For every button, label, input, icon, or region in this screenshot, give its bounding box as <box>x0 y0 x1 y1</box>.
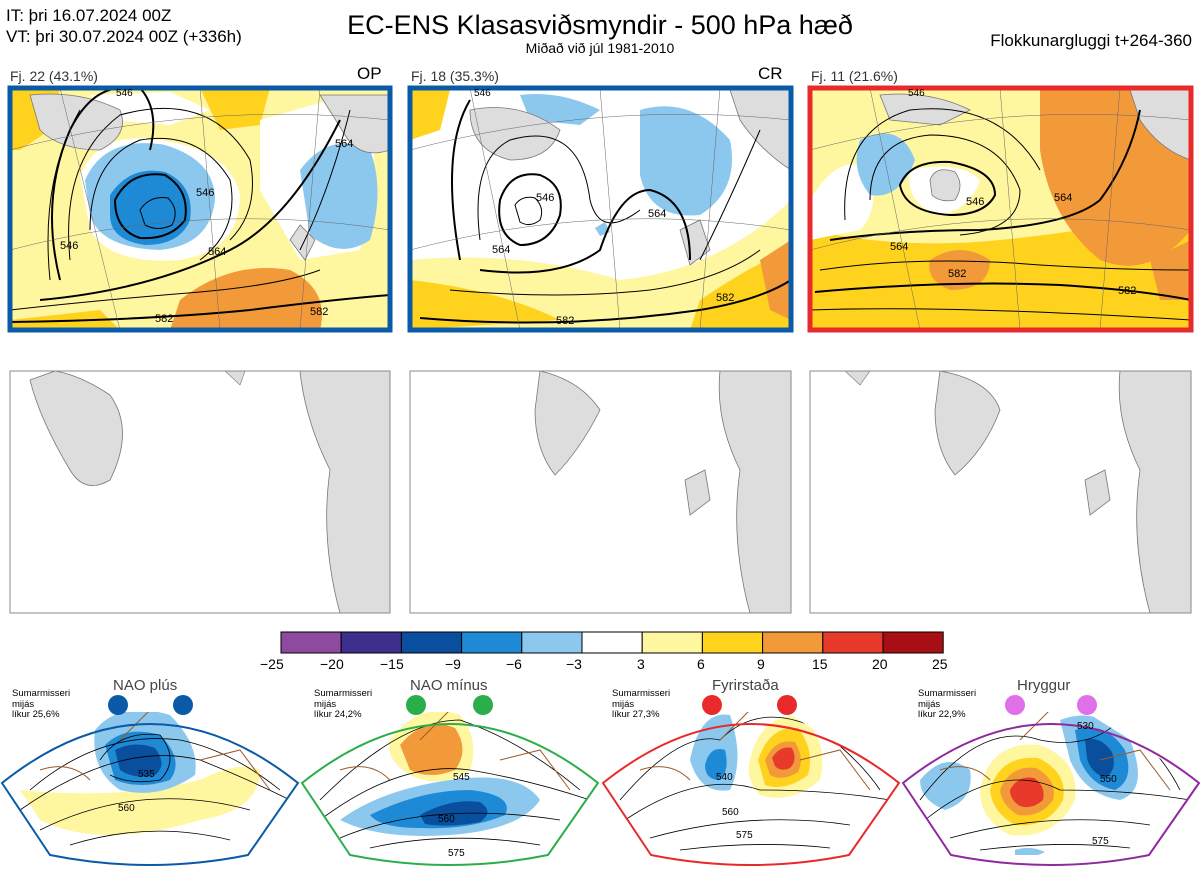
regime-3-name: Fyrirstaða <box>712 677 779 694</box>
init-time: IT: þri 16.07.2024 00Z <box>6 6 172 25</box>
classification-window: Flokkunargluggi t+264-360 <box>990 31 1192 50</box>
colorbar-swatch <box>701 631 764 654</box>
regime-1-outline <box>0 723 300 866</box>
page-title: EC-ENS Klasasviðsmyndir - 500 hPa hæð <box>347 10 853 40</box>
regime-2-note: Sumarmisseri mijás líkur 24,2% <box>314 688 373 720</box>
regime-contour-label: 535 <box>138 769 155 780</box>
regime-3-dot-right <box>777 695 797 715</box>
colorbar-tick: 20 <box>872 656 888 672</box>
regime-4-outline <box>901 723 1200 866</box>
colorbar <box>280 631 944 654</box>
empty-map-1 <box>10 371 390 613</box>
contour-label: 546 <box>966 196 985 208</box>
cluster-3-label: Fj. 11 (21.6%) <box>811 68 898 84</box>
regime-ridge-map <box>901 695 1200 866</box>
contour-label: 582 <box>716 292 735 304</box>
colorbar-tick: 9 <box>757 656 765 672</box>
header-times: IT: þri 16.07.2024 00Z VT: þri 30.07.202… <box>6 5 242 47</box>
cluster-2-map <box>410 88 791 330</box>
empty-map-3 <box>810 371 1191 613</box>
regime-contour-label: 560 <box>118 803 135 814</box>
contour-label: 582 <box>556 315 575 327</box>
regime-3-outline <box>601 723 901 866</box>
colorbar-tick: −15 <box>380 656 404 672</box>
regime-4-note: Sumarmisseri mijás líkur 22,9% <box>918 688 977 720</box>
contour-label: 546 <box>196 187 215 199</box>
contour-label: 546 <box>536 192 555 204</box>
regime-nao-minus-map <box>300 695 600 866</box>
colorbar-tick: 6 <box>697 656 705 672</box>
contour-label: 582 <box>948 268 967 280</box>
colorbar-tick: 3 <box>637 656 645 672</box>
regime-contour-label: 550 <box>1100 774 1117 785</box>
cluster-2-tag: CR <box>758 64 783 83</box>
regime-4-name: Hryggur <box>1017 677 1071 694</box>
contour-label: 564 <box>335 138 354 150</box>
colorbar-swatch <box>521 631 583 654</box>
colorbar-swatch <box>762 631 824 654</box>
colorbar-swatch <box>641 631 703 654</box>
colorbar-tick: −6 <box>506 656 522 672</box>
regime-3-dot-left <box>702 695 722 715</box>
cluster-3-frame <box>807 85 1194 333</box>
colorbar-tick: −3 <box>566 656 582 672</box>
page-subtitle: Miðað við júl 1981-2010 <box>525 40 675 56</box>
contour-label: 546 <box>908 88 925 99</box>
colorbar-swatch <box>461 631 523 654</box>
colorbar-tick: 15 <box>812 656 828 672</box>
regime-contour-label: 540 <box>716 772 733 783</box>
cluster-3-map <box>810 88 1191 330</box>
regime-4-dot-left <box>1005 695 1025 715</box>
regime-blocking-map <box>601 695 901 866</box>
regime-4-dot-right <box>1077 695 1097 715</box>
colorbar-tick: −25 <box>260 656 284 672</box>
valid-time: VT: þri 30.07.2024 00Z (+336h) <box>6 27 242 46</box>
colorbar-tick: −9 <box>445 656 461 672</box>
colorbar-swatch <box>882 631 944 654</box>
cluster-1-map <box>10 88 390 330</box>
cluster-2-frame <box>407 85 794 333</box>
colorbar-swatch <box>280 631 342 654</box>
contour-label: 546 <box>116 88 133 99</box>
regime-1-note: Sumarmisseri mijás líkur 25,6% <box>12 688 71 720</box>
contour-label: 582 <box>1118 285 1137 297</box>
regime-nao-plus-map <box>0 695 300 866</box>
cluster-1-tag: OP <box>357 64 382 83</box>
contour-label: 546 <box>60 240 79 252</box>
regime-2-name: NAO mínus <box>410 677 488 694</box>
contour-label: 564 <box>492 244 511 256</box>
colorbar-tick: 25 <box>932 656 948 672</box>
contour-label: 564 <box>1054 192 1073 204</box>
contour-label: 564 <box>648 208 667 220</box>
regime-contour-label: 530 <box>1077 721 1094 732</box>
regime-2-dot-right <box>473 695 493 715</box>
cluster-1-label: Fj. 22 (43.1%) <box>10 68 98 84</box>
colorbar-swatch <box>581 631 643 654</box>
contour-label: 564 <box>208 246 227 258</box>
cluster-1-frame <box>7 85 393 333</box>
regime-contour-label: 575 <box>736 830 753 841</box>
contour-label: 564 <box>890 241 909 253</box>
regime-1-dot-right <box>173 695 193 715</box>
regime-1-name: NAO plús <box>113 677 178 694</box>
regime-contour-label: 575 <box>448 848 465 859</box>
regime-contour-label: 575 <box>1092 836 1109 847</box>
colorbar-swatch <box>400 631 463 654</box>
contour-label: 546 <box>474 88 491 99</box>
regime-3-note: Sumarmisseri mijás líkur 27,3% <box>612 688 671 720</box>
regime-2-dot-left <box>406 695 426 715</box>
regime-1-dot-left <box>108 695 128 715</box>
regime-contour-label: 560 <box>722 807 739 818</box>
colorbar-swatch <box>340 631 402 654</box>
regime-2-outline <box>300 723 600 866</box>
contour-label: 582 <box>155 313 174 325</box>
regime-contour-label: 545 <box>453 772 470 783</box>
cluster-2-label: Fj. 18 (35.3%) <box>411 68 499 84</box>
regime-contour-label: 560 <box>438 814 455 825</box>
colorbar-tick: −20 <box>320 656 344 672</box>
empty-map-2 <box>410 371 791 613</box>
colorbar-swatch <box>822 631 884 654</box>
contour-label: 582 <box>310 306 329 318</box>
